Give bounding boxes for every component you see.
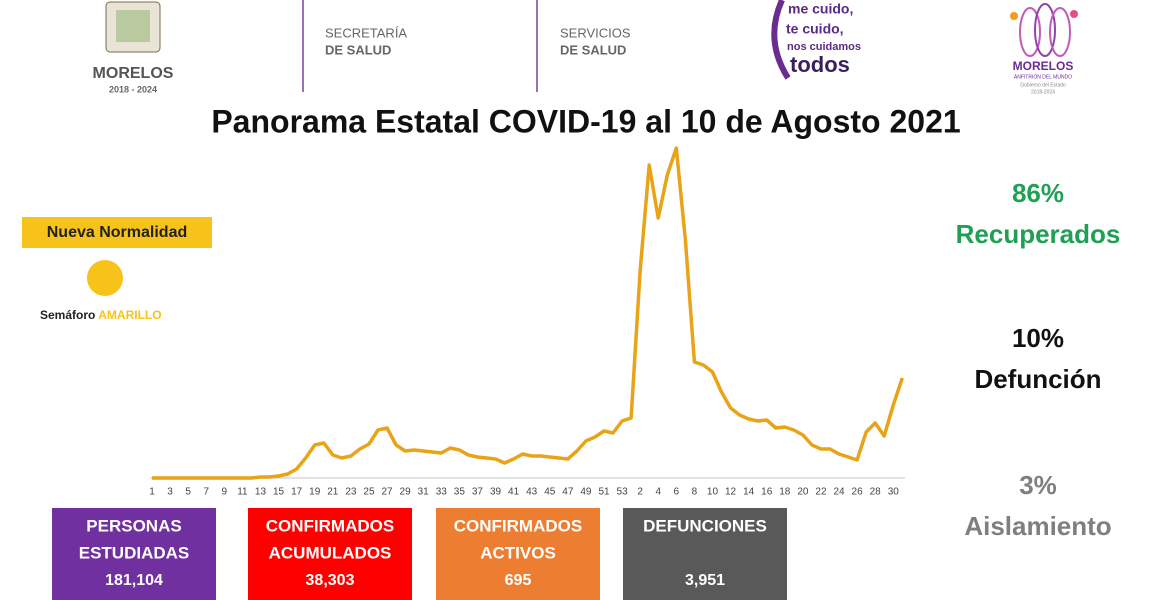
petal: [1049, 7, 1071, 57]
stat-label: Recuperados: [956, 219, 1121, 249]
x-tick-label: 4: [655, 487, 661, 498]
petal: [1034, 3, 1056, 57]
logo-name: MORELOS: [93, 65, 174, 82]
box-value: 695: [505, 572, 532, 589]
slogan-arc: [771, 0, 791, 80]
x-tick-label: 1: [149, 487, 155, 498]
org-line: SECRETARÍA: [325, 25, 407, 40]
slogan-line: te cuido,: [786, 21, 844, 37]
x-tick-label: 7: [203, 487, 209, 498]
x-tick-label: 30: [888, 487, 900, 498]
state-logo: MORELOS 2018 - 2024: [93, 1, 174, 94]
stat-value: 10%: [1012, 323, 1064, 353]
x-tick-label: 33: [436, 487, 448, 498]
x-tick-label: 37: [472, 487, 484, 498]
logo-name: MORELOS: [1013, 59, 1074, 73]
logo-gov: Gobierno del Estado: [1020, 82, 1066, 88]
x-tick-label: 9: [222, 487, 228, 498]
phase-box: [22, 217, 212, 248]
x-tick-label: 13: [255, 487, 267, 498]
x-tick-label: 29: [400, 487, 412, 498]
x-tick-label: 27: [381, 487, 393, 498]
slogan-logo: me cuido, te cuido, nos cuidamos todos: [771, 0, 861, 80]
x-tick-label: 53: [617, 487, 629, 498]
stat-value: 3%: [1019, 470, 1057, 500]
x-tick-label: 15: [273, 487, 285, 498]
summary-box: [623, 508, 787, 600]
x-tick-label: 43: [526, 487, 538, 498]
x-tick-label: 11: [237, 487, 248, 498]
x-tick-label: 14: [743, 487, 755, 498]
x-tick-label: 24: [833, 487, 845, 498]
box-label: ESTUDIADAS: [79, 543, 190, 562]
x-tick-label: 18: [779, 487, 791, 498]
x-tick-label: 51: [598, 487, 610, 498]
data-line: [152, 146, 904, 480]
box-label: DEFUNCIONES: [643, 516, 767, 535]
x-tick-label: 49: [580, 487, 592, 498]
petal: [1019, 7, 1041, 57]
stat-label: Aislamiento: [964, 511, 1111, 541]
host-logo: MORELOS ANFITRIÓN DEL MUNDO Gobierno del…: [1010, 3, 1078, 95]
slogan-line: todos: [790, 52, 850, 77]
semaforo-level: AMARILLO: [98, 308, 161, 322]
x-tick-label: 10: [707, 487, 719, 498]
x-tick-label: 28: [870, 487, 882, 498]
coat-of-arms-field: [116, 10, 150, 42]
x-tick-label: 16: [761, 487, 773, 498]
semaforo-label: Semáforo: [40, 308, 95, 322]
org-line: DE SALUD: [325, 42, 391, 57]
traffic-light: [87, 260, 123, 296]
x-tick-label: 3: [167, 487, 173, 498]
box-label: PERSONAS: [86, 516, 181, 535]
logo-years: 2018-2024: [1031, 89, 1055, 95]
summary-box: [436, 508, 600, 600]
dot: [1070, 10, 1078, 18]
x-tick-label: 41: [508, 487, 520, 498]
x-tick-label: 5: [185, 487, 191, 498]
x-tick-label: 17: [291, 487, 303, 498]
x-tick-label: 12: [725, 487, 737, 498]
x-tick-label: 2: [637, 487, 643, 498]
dot: [1010, 12, 1018, 20]
x-tick-label: 20: [797, 487, 809, 498]
x-tick-label: 8: [692, 487, 698, 498]
x-tick-label: 21: [327, 487, 339, 498]
x-tick-label: 19: [309, 487, 321, 498]
box-label: CONFIRMADOS: [454, 516, 582, 535]
slogan-line: nos cuidamos: [787, 41, 861, 53]
x-tick-label: 45: [544, 487, 556, 498]
phase-label: Nueva Normalidad: [47, 224, 187, 241]
logo-years: 2018 - 2024: [109, 84, 157, 94]
x-tick-label: 25: [363, 487, 375, 498]
box-label: ACTIVOS: [480, 543, 556, 562]
slogan-line: me cuido,: [788, 1, 853, 17]
x-tick-label: 26: [852, 487, 864, 498]
chart-title: Panorama Estatal COVID-19 al 10 de Agost…: [211, 103, 960, 139]
box-value: 181,104: [105, 572, 163, 589]
org-line: DE SALUD: [560, 42, 626, 57]
summary-box: [248, 508, 412, 600]
org-line: SERVICIOS: [560, 25, 631, 40]
semaforo-text: Semáforo AMARILLO: [40, 308, 162, 322]
box-value: 3,951: [685, 572, 725, 589]
logo-tagline: ANFITRIÓN DEL MUNDO: [1014, 73, 1072, 80]
x-tick-label: 23: [345, 487, 357, 498]
x-tick-label: 39: [490, 487, 502, 498]
summary-box: [52, 508, 216, 600]
x-tick-label: 31: [418, 487, 430, 498]
box-value: 38,303: [306, 572, 355, 589]
x-tick-label: 35: [454, 487, 466, 498]
box-label: CONFIRMADOS: [266, 516, 394, 535]
x-tick-label: 6: [674, 487, 680, 498]
x-tick-label: 47: [562, 487, 574, 498]
stat-value: 86%: [1012, 178, 1064, 208]
x-tick-label: 22: [815, 487, 827, 498]
stat-label: Defunción: [974, 364, 1101, 394]
box-label: ACUMULADOS: [269, 543, 392, 562]
